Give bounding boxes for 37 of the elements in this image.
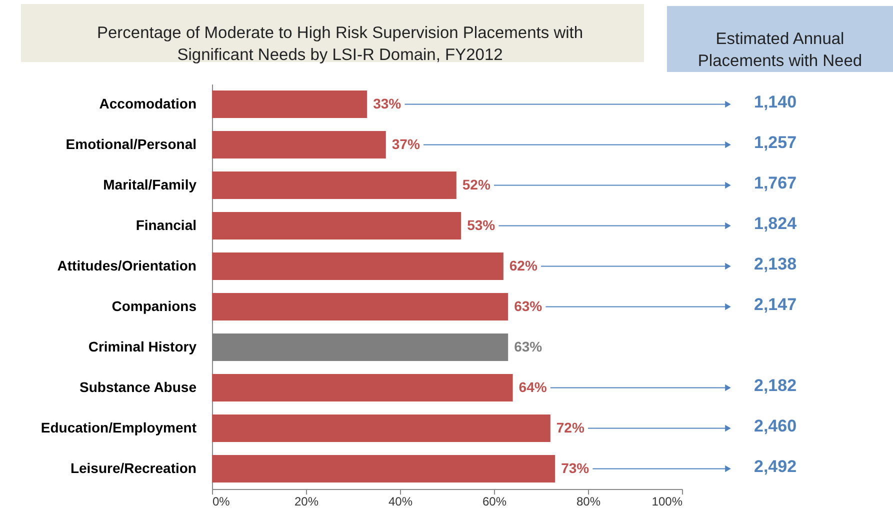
text: 2,182	[754, 376, 797, 395]
data-label: 64%	[518, 378, 548, 395]
y-tick-label: Education/Employment	[40, 419, 197, 436]
y-tick-label: Substance Abuse	[80, 378, 197, 395]
data-label: 52%	[462, 176, 491, 192]
data-label: 63%	[514, 298, 543, 314]
data-label: 73%	[561, 460, 590, 476]
y-tick-label: Emotional/Personal	[66, 136, 196, 152]
data-label: 72%	[556, 419, 585, 436]
x-tick-label: 20%	[294, 494, 319, 508]
text: 1,140	[754, 92, 797, 112]
text: 2,460	[754, 416, 797, 436]
y-tick-label: Marital/Family	[103, 176, 197, 192]
text: 2,147	[754, 294, 797, 314]
data-label: 37%	[392, 136, 420, 152]
y-tick-label: Criminal History	[88, 338, 197, 354]
data-label: 33%	[373, 95, 402, 112]
y-tick-label: Companions	[112, 298, 197, 314]
text: 2,492	[754, 456, 797, 476]
x-tick-label: 80%	[576, 494, 601, 508]
text: 1,257	[754, 132, 797, 152]
x-tick-label: 60%	[482, 494, 507, 508]
data-label: 53%	[467, 216, 496, 233]
y-tick-label: Attitudes/Orientation	[57, 257, 196, 274]
y-tick-label: Financial	[136, 216, 196, 233]
y-tick-label: Accomodation	[99, 95, 196, 112]
data-label: 63%	[514, 338, 543, 354]
data-label: 62%	[509, 257, 538, 274]
text: 1,767	[754, 173, 797, 192]
text: 2,138	[754, 254, 797, 274]
x-tick-label: 40%	[388, 494, 413, 508]
chart-title: Percentage of Moderate to High Risk Supervision Placements with Significant Needs by LSI-R Domain, FY2012	[96, 24, 584, 64]
text: 1,824	[754, 214, 798, 233]
x-tick-label: 100%	[652, 494, 683, 508]
text: Estimated Annual Placements with Need	[698, 30, 862, 70]
x-tick-label: 0%	[212, 494, 230, 508]
y-tick-label: Leisure/Recreation	[70, 460, 196, 476]
